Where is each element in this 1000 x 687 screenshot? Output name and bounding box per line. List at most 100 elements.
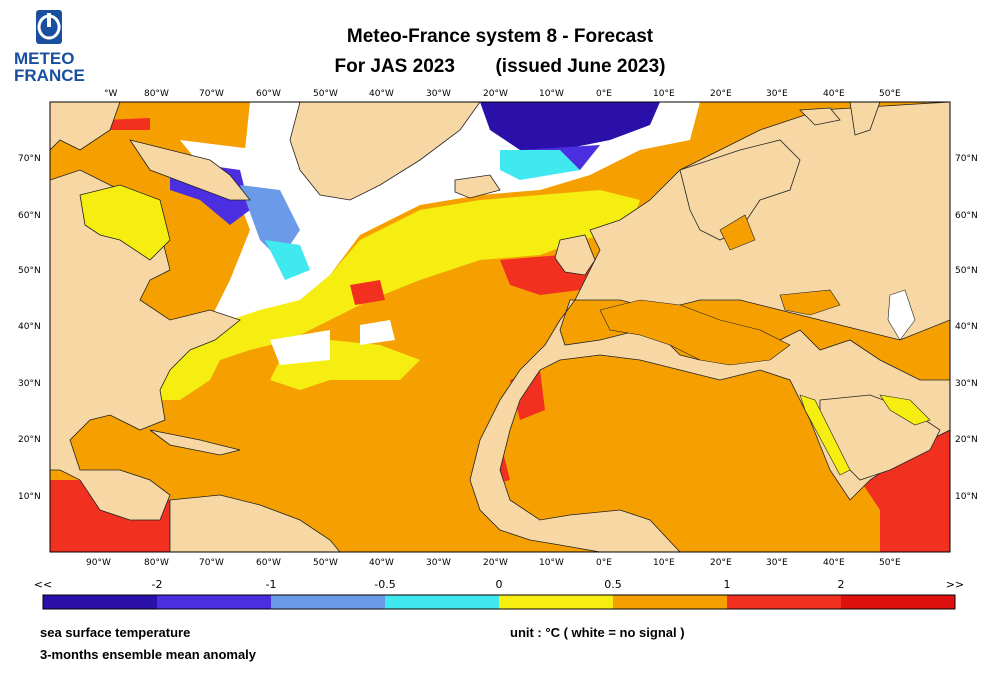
lon-bottom-label: 70°W	[199, 558, 224, 568]
lon-bottom-label: 20°W	[483, 558, 508, 568]
land-british-isles	[554, 234, 596, 276]
title-issued: (issued June 2023)	[495, 56, 666, 77]
lat-right-label: 70°N	[955, 154, 978, 164]
white-spots-mid-2	[360, 320, 395, 345]
lon-bottom-label: 60°W	[256, 558, 281, 568]
lon-bottom-label: 10°W	[539, 558, 564, 568]
hot-spot-arctic	[105, 118, 150, 130]
persian-gulf	[879, 394, 931, 426]
lon-bottom-label: 50°W	[313, 558, 338, 568]
black-sea	[779, 289, 841, 316]
colorbar-segment	[385, 595, 499, 609]
land-greenland	[289, 102, 481, 201]
lat-left-label: 60°N	[18, 211, 41, 221]
warm-band-yellow	[60, 190, 640, 420]
colorbar-label: 0.5	[604, 578, 622, 591]
lon-bottom-label: 20°E	[710, 558, 732, 568]
colorbar-segment	[841, 595, 955, 609]
lat-right-label: 20°N	[955, 435, 978, 445]
cold-greenland-sea	[480, 102, 660, 150]
land-hudson-bay	[79, 184, 171, 261]
lat-right-label: 60°N	[955, 211, 978, 221]
lat-left-label: 70°N	[18, 154, 41, 164]
lon-bottom-label: 50°E	[879, 558, 901, 568]
caspian-sea	[887, 289, 916, 341]
lat-left-label: 20°N	[18, 435, 41, 445]
land-cuba	[149, 429, 241, 456]
title-period: For JAS 2023	[334, 56, 455, 77]
lon-bottom-label: 30°E	[766, 558, 788, 568]
baltic-sea	[719, 214, 756, 251]
lon-top-label: 30°W	[426, 89, 451, 99]
red-sea	[799, 394, 851, 476]
lon-top-label: °W	[104, 89, 118, 99]
lon-top-label: 50°W	[313, 89, 338, 99]
colorbar-segment	[613, 595, 727, 609]
lon-top-label: 40°W	[369, 89, 394, 99]
lat-left-label: 10°N	[18, 492, 41, 502]
map-frame	[49, 101, 951, 553]
lon-top-label: 20°W	[483, 89, 508, 99]
chart-title: Meteo-France system 8 - Forecast For JAS…	[250, 22, 750, 82]
lon-top-label: 80°W	[144, 89, 169, 99]
footer-unit: unit : °C ( white = no signal )	[510, 625, 685, 640]
lon-bottom-label: 40°E	[823, 558, 845, 568]
cold-labrador-blue	[240, 185, 300, 260]
white-spots-mid	[270, 330, 330, 365]
colorbar-label: >>	[945, 578, 965, 591]
lon-top-label: 20°E	[710, 89, 732, 99]
colorbar-label: -2	[151, 578, 163, 591]
colorbar-label: 0	[495, 578, 503, 591]
lon-top-label: 10°E	[653, 89, 675, 99]
colorbar-label: -0.5	[374, 578, 396, 591]
colorbar-segment	[727, 595, 841, 609]
lon-bottom-label: 80°W	[144, 558, 169, 568]
cyan-labrador	[265, 240, 310, 280]
lon-top-label: 10°W	[539, 89, 564, 99]
lat-right-label: 50°N	[955, 266, 978, 276]
footer-description: 3-months ensemble mean anomaly	[40, 647, 257, 662]
cyan-patch-iceland	[500, 150, 580, 180]
lat-right-label: 30°N	[955, 379, 978, 389]
lat-right-label: 10°N	[955, 492, 978, 502]
hot-spot-mid-1	[350, 280, 385, 305]
lat-left-label: 40°N	[18, 322, 41, 332]
lon-top-label: 70°W	[199, 89, 224, 99]
lat-right-label: 40°N	[955, 322, 978, 332]
hot-spot-arabian-sea	[860, 430, 950, 552]
footer-variable: sea surface temperature	[40, 625, 191, 640]
lat-left-label: 50°N	[18, 266, 41, 276]
colorbar-segment	[43, 595, 157, 609]
lon-bottom-label: 40°W	[369, 558, 394, 568]
colorbar-label: 2	[837, 578, 845, 591]
land-south-america	[169, 494, 341, 552]
colorbar-label: <<	[33, 578, 53, 591]
logo-line-2: FRANCE	[14, 66, 85, 85]
lon-top-label: 50°E	[879, 89, 901, 99]
colorbar-segment	[157, 595, 271, 609]
lon-bottom-label: 10°E	[653, 558, 675, 568]
land-canadian-arctic	[129, 139, 251, 201]
lon-bottom-label: 0°E	[596, 558, 612, 568]
lon-top-label: 60°W	[256, 89, 281, 99]
land-novaya-zemlya	[849, 102, 881, 136]
colorbar-label: 1	[723, 578, 731, 591]
lon-top-label: 40°E	[823, 89, 845, 99]
mediterranean-sea	[599, 299, 791, 366]
land-svalbard	[799, 107, 841, 126]
meteo-france-logo: METEO FRANCE	[14, 8, 85, 86]
lon-bottom-label: 90°W	[86, 558, 111, 568]
colorbar-frame	[42, 594, 956, 610]
lon-top-label: 0°E	[596, 89, 612, 99]
title-line-1: Meteo-France system 8 - Forecast	[346, 26, 654, 47]
colorbar	[42, 594, 956, 610]
colorbar-label: -1	[265, 578, 277, 591]
lon-bottom-label: 30°W	[426, 558, 451, 568]
lon-top-label: 30°E	[766, 89, 788, 99]
logo-emblem-icon	[36, 10, 62, 44]
logo-line-1: METEO	[14, 49, 75, 68]
land-iceland	[454, 174, 501, 199]
land-scandinavia	[679, 139, 801, 241]
colorbar-segment	[271, 595, 385, 609]
